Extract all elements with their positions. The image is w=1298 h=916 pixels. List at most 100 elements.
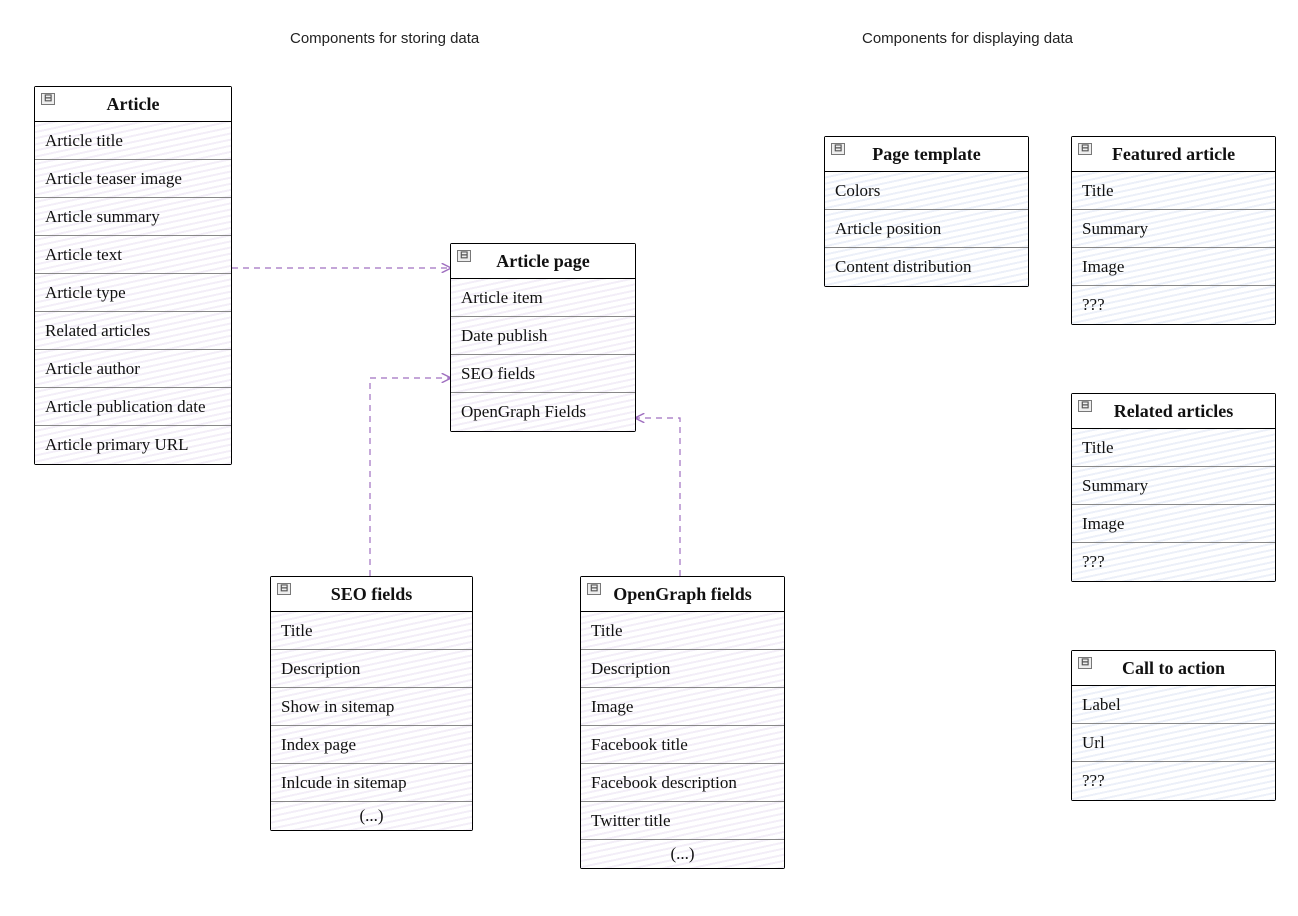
field-row: Article position bbox=[825, 210, 1028, 248]
field-row: Label bbox=[1072, 686, 1275, 724]
field-row: Image bbox=[1072, 505, 1275, 543]
field-row: Article primary URL bbox=[35, 426, 231, 464]
box-title: Article page bbox=[496, 251, 589, 272]
more-row: (...) bbox=[581, 840, 784, 868]
field-row: SEO fields bbox=[451, 355, 635, 393]
more-label: (...) bbox=[670, 844, 694, 864]
heading-storing: Components for storing data bbox=[290, 30, 479, 47]
box-header-featured-article: ⊟ Featured article bbox=[1072, 137, 1275, 172]
box-header-related-articles: ⊟ Related articles bbox=[1072, 394, 1275, 429]
box-article-page: ⊟ Article page Article item Date publish SEO… bbox=[450, 243, 636, 432]
field-row: ??? bbox=[1072, 286, 1275, 324]
diagram-canvas: Components for storing data Components f… bbox=[0, 0, 1298, 916]
box-header-call-to-action: ⊟ Call to action bbox=[1072, 651, 1275, 686]
field-row: Title bbox=[1072, 172, 1275, 210]
field-row: Article item bbox=[451, 279, 635, 317]
box-title: Related articles bbox=[1114, 401, 1233, 422]
field-row: ??? bbox=[1072, 543, 1275, 581]
field-label: OpenGraph Fields bbox=[461, 402, 586, 422]
collapse-icon[interactable]: ⊟ bbox=[1078, 657, 1092, 669]
box-title: SEO fields bbox=[331, 584, 413, 605]
field-label: Image bbox=[1082, 514, 1124, 534]
field-row: Url bbox=[1072, 724, 1275, 762]
field-label: Title bbox=[1082, 181, 1114, 201]
collapse-icon[interactable]: ⊟ bbox=[41, 93, 55, 105]
field-row: Article summary bbox=[35, 198, 231, 236]
field-row: Image bbox=[581, 688, 784, 726]
collapse-icon[interactable]: ⊟ bbox=[1078, 400, 1092, 412]
field-label: Summary bbox=[1082, 219, 1148, 239]
field-row: Related articles bbox=[35, 312, 231, 350]
box-header-article: ⊟ Article bbox=[35, 87, 231, 122]
connector-opengraph-to-articlepage bbox=[636, 418, 680, 576]
field-label: Description bbox=[591, 659, 670, 679]
field-row: Title bbox=[1072, 429, 1275, 467]
field-label: Title bbox=[281, 621, 313, 641]
field-label: Article author bbox=[45, 359, 140, 379]
box-article: ⊟ Article Article title Article teaser imag… bbox=[34, 86, 232, 465]
field-label: Image bbox=[1082, 257, 1124, 277]
field-label: Title bbox=[591, 621, 623, 641]
box-header-page-template: ⊟Page template bbox=[825, 137, 1028, 172]
field-label: Related articles bbox=[45, 321, 150, 341]
box-opengraph-fields: ⊟ OpenGraph fields Title Description ImageFa… bbox=[580, 576, 785, 869]
box-title: OpenGraph fields bbox=[613, 584, 752, 605]
field-label: Article type bbox=[45, 283, 126, 303]
box-header-article-page: ⊟ Article page bbox=[451, 244, 635, 279]
field-row: Article type bbox=[35, 274, 231, 312]
box-header-opengraph-fields: ⊟ OpenGraph fields bbox=[581, 577, 784, 612]
field-row: Article text bbox=[35, 236, 231, 274]
collapse-icon[interactable]: ⊟ bbox=[457, 250, 471, 262]
collapse-icon[interactable]: ⊟ bbox=[587, 583, 601, 595]
field-label: Article publication date bbox=[45, 397, 206, 417]
field-row: Facebook title bbox=[581, 726, 784, 764]
field-row: Description bbox=[271, 650, 472, 688]
field-row: Inlcude in sitemap bbox=[271, 764, 472, 802]
field-row: Image bbox=[1072, 248, 1275, 286]
more-label: (...) bbox=[359, 806, 383, 826]
box-call-to-action: ⊟ Call to action Label Url??? bbox=[1071, 650, 1276, 801]
box-header-seo-fields: ⊟ SEO fields bbox=[271, 577, 472, 612]
box-seo-fields: ⊟ SEO fields Title Description Show in sitem… bbox=[270, 576, 473, 831]
field-label: Article teaser image bbox=[45, 169, 182, 189]
box-title: Call to action bbox=[1122, 658, 1225, 679]
field-label: ??? bbox=[1082, 295, 1105, 315]
field-label: Url bbox=[1082, 733, 1105, 753]
field-label: SEO fields bbox=[461, 364, 535, 384]
field-row: Description bbox=[581, 650, 784, 688]
field-row: Summary bbox=[1072, 467, 1275, 505]
box-related-articles: ⊟ Related articles TitleSummary Image??? bbox=[1071, 393, 1276, 582]
field-row: Title bbox=[271, 612, 472, 650]
field-row: Index page bbox=[271, 726, 472, 764]
field-label: ??? bbox=[1082, 771, 1105, 791]
field-label: Article text bbox=[45, 245, 122, 265]
field-label: Article primary URL bbox=[45, 435, 189, 455]
field-row: Article teaser image bbox=[35, 160, 231, 198]
field-row: Date publish bbox=[451, 317, 635, 355]
field-row: ??? bbox=[1072, 762, 1275, 800]
field-label: Date publish bbox=[461, 326, 547, 346]
collapse-icon[interactable]: ⊟ bbox=[1078, 143, 1092, 155]
field-label: Inlcude in sitemap bbox=[281, 773, 407, 793]
field-row: Content distribution bbox=[825, 248, 1028, 286]
connector-seo-to-articlepage bbox=[370, 378, 450, 576]
field-label: Article position bbox=[835, 219, 941, 239]
field-label: Show in sitemap bbox=[281, 697, 394, 717]
field-label: Article summary bbox=[45, 207, 160, 227]
field-label: Index page bbox=[281, 735, 356, 755]
field-row: Show in sitemap bbox=[271, 688, 472, 726]
box-featured-article: ⊟ Featured article Title Summary Image??? bbox=[1071, 136, 1276, 325]
collapse-icon[interactable]: ⊟ bbox=[831, 143, 845, 155]
field-row: Article publication date bbox=[35, 388, 231, 426]
field-row: Colors bbox=[825, 172, 1028, 210]
field-label: Article title bbox=[45, 131, 123, 151]
field-label: Article item bbox=[461, 288, 543, 308]
box-title: Article bbox=[107, 94, 160, 115]
field-label: Description bbox=[281, 659, 360, 679]
field-label: ??? bbox=[1082, 552, 1105, 572]
box-title: Featured article bbox=[1112, 144, 1235, 165]
more-row: (...) bbox=[271, 802, 472, 830]
field-row: Title bbox=[581, 612, 784, 650]
field-row: OpenGraph Fields bbox=[451, 393, 635, 431]
collapse-icon[interactable]: ⊟ bbox=[277, 583, 291, 595]
